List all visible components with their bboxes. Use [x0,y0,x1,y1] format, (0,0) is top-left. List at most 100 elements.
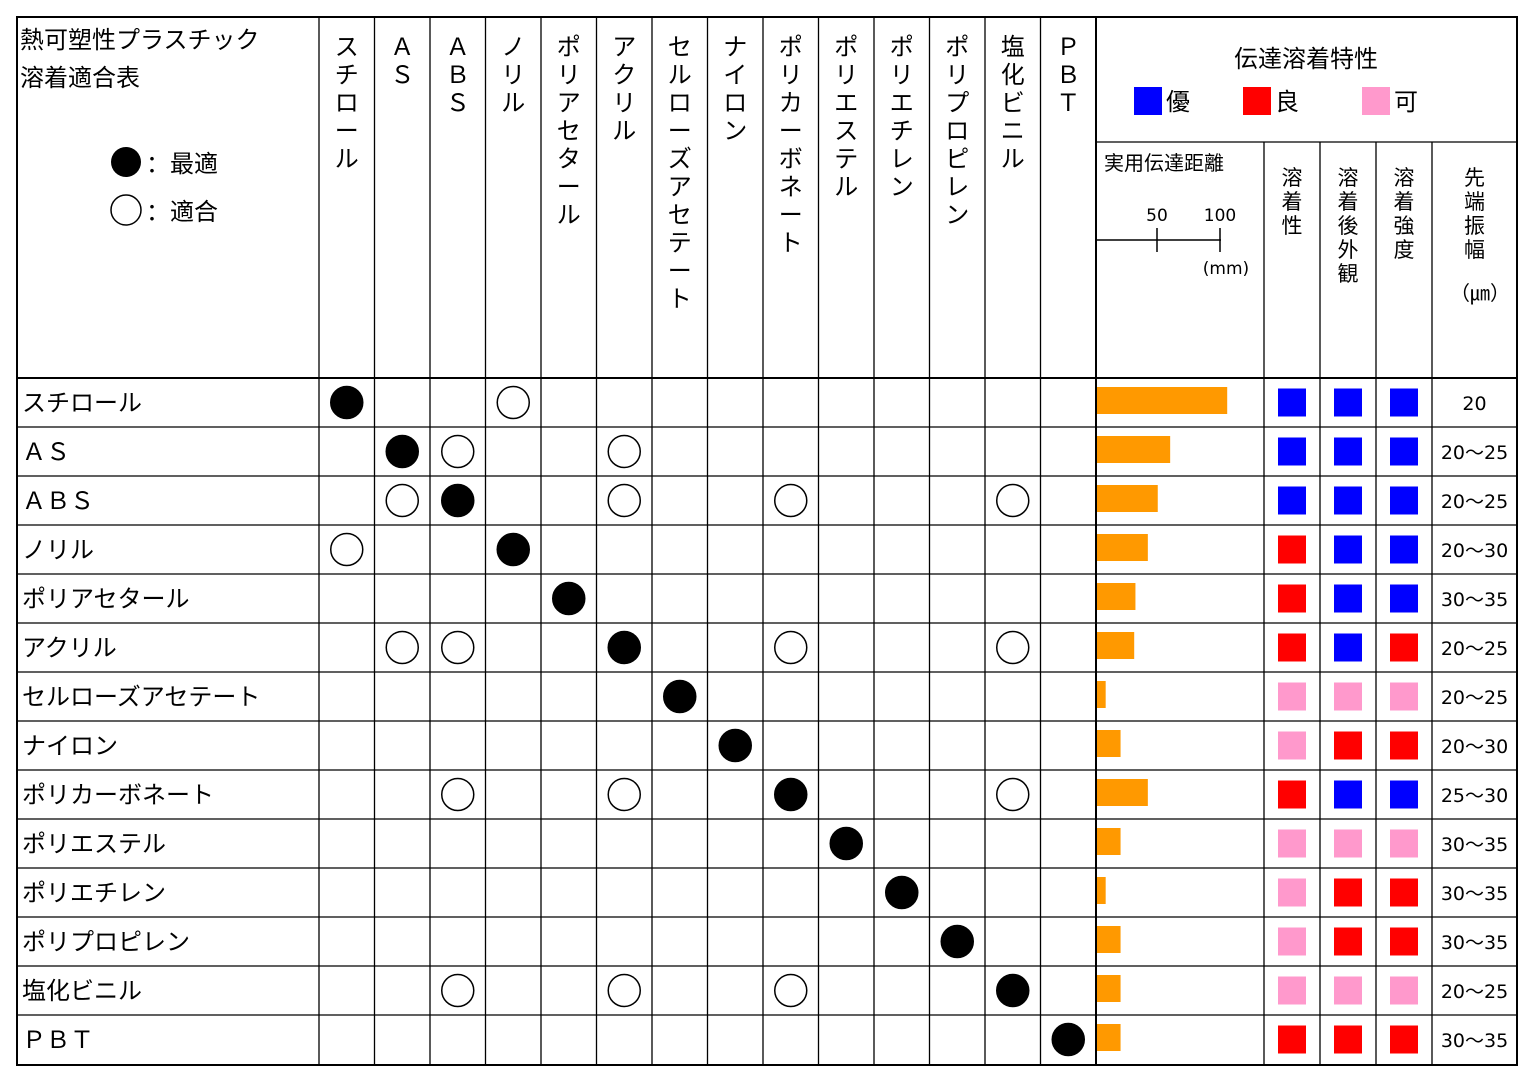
row-label: スチロール [22,389,142,417]
good-mark [441,777,475,812]
best-legend-label: ：最適 [146,150,218,178]
appearance-swatch [1334,927,1362,956]
strength-header: 溶着強度 [1394,166,1415,262]
column-header: ポリプロピレン [945,33,969,229]
amplitude-value: 20 [1462,393,1486,415]
table-title: 熱可塑性プラスチック [20,26,260,54]
row-labels: スチロール ＡＳ ＡＢＳ ノリルポリアセタールアクリルセルローズアセテートナイロンポリ… [22,389,260,1054]
good-mark [385,483,419,518]
amplitude-value: 20～25 [1441,687,1508,709]
column-header: ポリエチレン [890,33,914,201]
column-header: スチロール [335,33,359,173]
amplitude-value: 20～25 [1441,638,1508,660]
rating-excellent-swatch [1134,87,1162,115]
distance-header: 実用伝達距離 [1104,151,1224,175]
strength-swatch [1390,486,1418,515]
distance-bar [1097,828,1121,855]
strength-swatch [1390,976,1418,1005]
scale-unit: (mm) [1203,259,1249,279]
good-mark [441,973,475,1008]
column-header: ナイロン [723,33,747,145]
amplitude-value: 20～30 [1441,736,1508,758]
strength-swatch [1390,535,1418,564]
best-mark [774,777,808,812]
distance-bar [1097,1024,1121,1051]
amplitude-value: 30～35 [1441,1030,1508,1052]
best-mark [885,875,919,910]
good-mark [607,434,641,469]
good-mark [607,777,641,812]
strength-swatch [1390,829,1418,858]
strength-swatch [1390,633,1418,662]
appearance-swatch [1334,388,1362,417]
good-mark [385,630,419,665]
distance-bar [1097,877,1106,904]
table-subtitle: 溶着適合表 [20,64,140,92]
best-mark [663,679,697,714]
distance-bar [1097,534,1148,561]
appearance-swatch [1334,731,1362,760]
appearance-swatch [1334,878,1362,907]
weldability-swatch [1278,535,1306,564]
row-label: ナイロン [22,732,118,760]
strength-swatch [1390,682,1418,711]
appearance-swatch [1334,486,1362,515]
best-mark [441,483,475,518]
distance-bar [1097,632,1135,659]
transmission-subheaders: 溶着性 溶着後外観 溶着強度 先端振幅 [1282,166,1486,286]
best-legend-icon [111,147,141,177]
amplitude-value: 20～25 [1441,491,1508,513]
column-header: アクリル [612,33,636,145]
good-legend-icon [110,194,142,226]
row-label: アクリル [22,634,117,662]
distance-bar [1097,436,1171,463]
weldability-swatch [1278,976,1306,1005]
best-mark [385,434,419,469]
amplitude-value: 30～35 [1441,834,1508,856]
weldability-header: 溶着性 [1282,166,1303,238]
strength-swatch [1390,437,1418,466]
distance-bars [1097,387,1228,1051]
weldability-swatch [1278,927,1306,956]
column-header: セルローズアセテート [668,33,692,313]
distance-bar [1097,485,1158,512]
row-label: ポリカーボネート [22,781,214,809]
row-label: 塩化ビニル [22,977,142,1005]
good-legend-label: ：適合 [146,198,218,226]
column-header: 塩化ビニル [1001,33,1025,173]
amplitude-value: 30～35 [1441,589,1508,611]
rating-swatches [1278,388,1418,1054]
weldability-swatch [1278,633,1306,662]
weldability-swatch [1278,388,1306,417]
amplitude-value: 20～25 [1441,981,1508,1003]
rating-good-label: 良 [1275,88,1299,116]
amplitude-unit: （㎛） [1450,281,1510,305]
rating-good-swatch [1243,87,1271,115]
weldability-swatch [1278,829,1306,858]
weldability-swatch [1278,878,1306,907]
distance-bar [1097,975,1121,1002]
row-label: ＡＢＳ [22,487,94,515]
strength-swatch [1390,1025,1418,1054]
best-mark [607,630,641,665]
table-border [16,16,1518,1066]
row-label: ノリル [22,536,94,564]
appearance-swatch [1334,437,1362,466]
column-header: ポリアセタール [557,33,581,229]
rating-excellent-label: 優 [1166,88,1190,116]
strength-swatch [1390,388,1418,417]
distance-bar [1097,730,1121,757]
amplitude-value: 20～25 [1441,442,1508,464]
row-label: ポリエステル [22,830,166,858]
row-label: ＰＢＴ [22,1026,94,1054]
strength-swatch [1390,584,1418,613]
best-mark [1051,1022,1085,1057]
amplitude-value: 30～35 [1441,883,1508,905]
scale-tick-100: 100 [1204,206,1236,226]
appearance-swatch [1334,780,1362,809]
appearance-swatch [1334,633,1362,662]
amplitude-value: 25～30 [1441,785,1508,807]
good-mark [996,483,1030,518]
row-label: ポリプロピレン [22,928,190,956]
